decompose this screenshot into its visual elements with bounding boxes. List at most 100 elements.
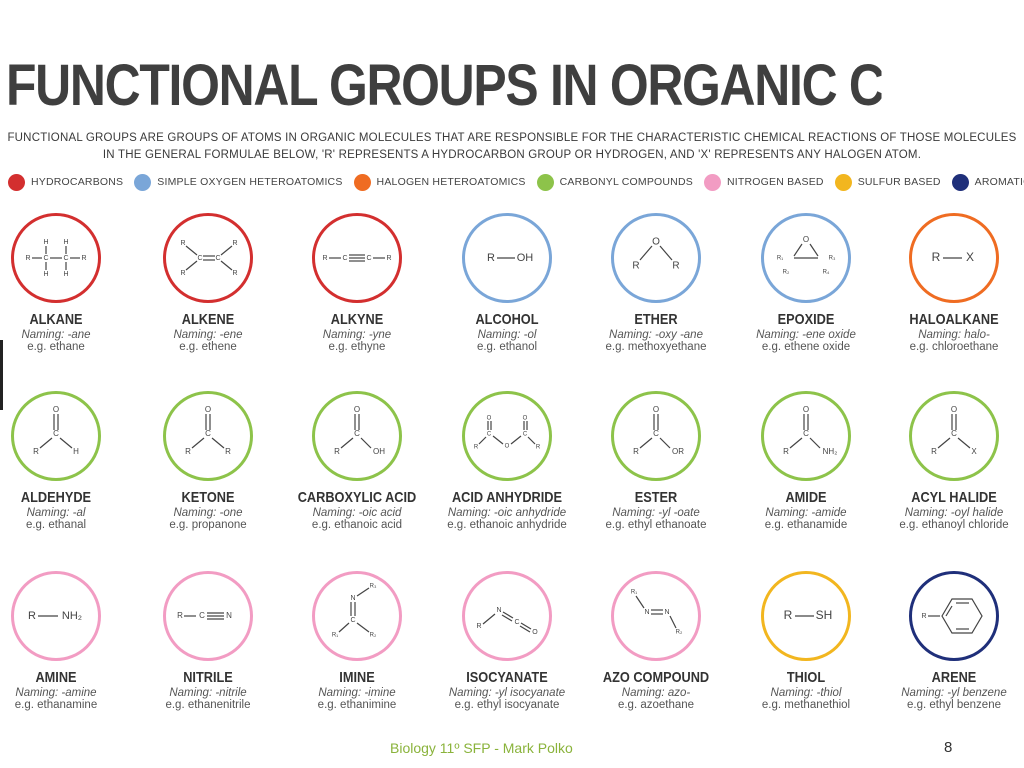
page-title: FUNCTIONAL GROUPS IN ORGANIC CHEMISTRY [6,53,882,118]
svg-text:R₁: R₁ [631,590,637,596]
group-naming: Naming: -ene [173,329,243,341]
legend-label: HALOGEN HETEROATOMICS [376,176,526,188]
group-example: e.g. ethanimine [317,699,397,711]
aldehyde-structure-icon: O C R H [11,391,101,481]
group-naming: Naming: -imine [318,687,396,699]
svg-text:R: R [487,252,495,264]
svg-text:R: R [476,623,481,630]
group-naming: Naming: -ene oxide [756,329,856,341]
group-example: e.g. ethyl ethanoate [605,519,707,531]
svg-text:C: C [366,255,371,262]
svg-text:C: C [354,429,360,438]
group-example: e.g. methoxyethane [605,341,707,353]
svg-text:NH₂: NH₂ [62,610,82,622]
svg-text:R₃: R₃ [829,256,836,262]
footer-text: Biology 11º SFP - Mark Polko [390,740,573,756]
group-carboxylic-acid: O C R OH CARBOXYLIC ACID Naming: -oic acid e.g… [283,391,431,531]
svg-text:R: R [232,270,237,277]
group-alkene: C C R R R R ALKENE Naming: -ene e.g. ethene [134,213,282,353]
svg-text:O: O [652,237,660,248]
group-naming: Naming: azo- [621,687,691,699]
svg-text:O: O [523,416,528,422]
group-name: ALKENE [181,311,235,328]
svg-text:R: R [180,240,185,247]
group-name: ESTER [634,489,678,506]
legend-label: HYDROCARBONS [31,176,124,188]
svg-text:R: R [921,613,926,620]
acid-anhydride-structure-icon: O C R O C O R [462,391,552,481]
group-alcohol: R OH ALCOHOL Naming: -ol e.g. ethanol [433,213,581,353]
svg-text:H: H [43,271,48,278]
svg-text:R: R [932,250,941,264]
svg-text:R: R [177,611,183,620]
group-naming: Naming: -nitrile [169,687,247,699]
svg-text:C: C [514,619,519,626]
svg-text:O: O [487,416,492,422]
group-haloalkane: R X HALOALKANE Naming: halo-e.g. chloroetha… [880,213,1024,353]
group-naming: Naming: halo- [918,329,990,341]
group-name: EPOXIDE [777,311,835,328]
carboxylic-acid-structure-icon: O C R OH [312,391,402,481]
group-name: ISOCYANATE [466,669,548,686]
group-imine: N R₃ C R₁ R₂ IMINE Naming: -imine e.g. ethanimi… [283,571,431,711]
group-naming: Naming: -yl -oate [612,507,700,519]
left-edge-bar [0,340,3,410]
legend-label: SULFUR BASED [857,176,941,188]
svg-text:O: O [505,444,510,450]
group-naming: Naming: -ol [477,329,537,341]
svg-text:R: R [81,255,86,262]
svg-text:OR: OR [672,447,684,456]
group-name: AZO COMPOUND [602,669,710,686]
group-example: e.g. chloroethane [909,341,999,353]
svg-text:C: C [215,255,220,262]
group-azo-compound: R₁ N N R₂ AZO COMPOUND Naming: azo-e.g. azoet… [582,571,730,711]
svg-text:R: R [386,255,391,262]
svg-text:H: H [63,239,68,246]
legend-item: SULFUR BASED [834,173,941,191]
group-arene: R ARENE Naming: -yl benzene e.g. ethyl benz… [880,571,1024,711]
svg-text:OH: OH [373,447,385,456]
group-name: ALKYNE [330,311,384,328]
group-isocyanate: R N C O ISOCYANATE Naming: -yl isocyanate e.g.… [433,571,581,711]
svg-text:R: R [185,447,191,456]
alkane-structure-icon: R C C R H H H H [11,213,101,303]
group-thiol: R SH THIOL Naming: -thiol e.g. methanethiol [732,571,880,711]
group-naming: Naming: -one [173,507,243,519]
group-example: e.g. ethene oxide [761,341,851,353]
group-name: IMINE [339,669,375,686]
group-name: ACID ANHYDRIDE [451,489,563,506]
group-example: e.g. ethanal [25,519,87,531]
svg-text:O: O [354,405,360,414]
svg-text:R₂: R₂ [370,633,377,639]
group-example: e.g. ethanamide [764,519,848,531]
imine-structure-icon: N R₃ C R₁ R₂ [312,571,402,661]
group-name: ALDEHYDE [20,489,92,506]
group-example: e.g. ethyne [328,341,386,353]
group-ester: O C R OR ESTER Naming: -yl -oate e.g. ethyl et… [582,391,730,531]
legend-dot-icon [8,173,25,191]
group-example: e.g. ethanoic acid [311,519,403,531]
group-name: ACYL HALIDE [911,489,997,506]
svg-text:C: C [53,429,59,438]
svg-text:C: C [350,617,355,624]
svg-text:OH: OH [517,252,534,264]
group-naming: Naming: -ane [21,329,91,341]
legend-dot-icon [353,173,371,191]
group-naming: Naming: -yl isocyanate [448,687,566,699]
svg-text:N: N [664,609,669,616]
group-name: NITRILE [183,669,233,686]
legend-dot-icon [703,173,721,191]
amine-structure-icon: R NH₂ [11,571,101,661]
svg-text:R: R [28,610,36,622]
ether-structure-icon: O R R [611,213,701,303]
svg-text:R₂: R₂ [676,630,683,636]
svg-text:H: H [73,447,79,456]
group-epoxide: O R₁ R₃ R₂ R₄ EPOXIDE Naming: -ene oxide e.g. e… [732,213,880,353]
svg-text:R: R [232,240,237,247]
svg-text:R: R [225,447,231,456]
group-naming: Naming: -thiol [770,687,842,699]
group-example: e.g. methanethiol [761,699,851,711]
svg-text:H: H [43,239,48,246]
